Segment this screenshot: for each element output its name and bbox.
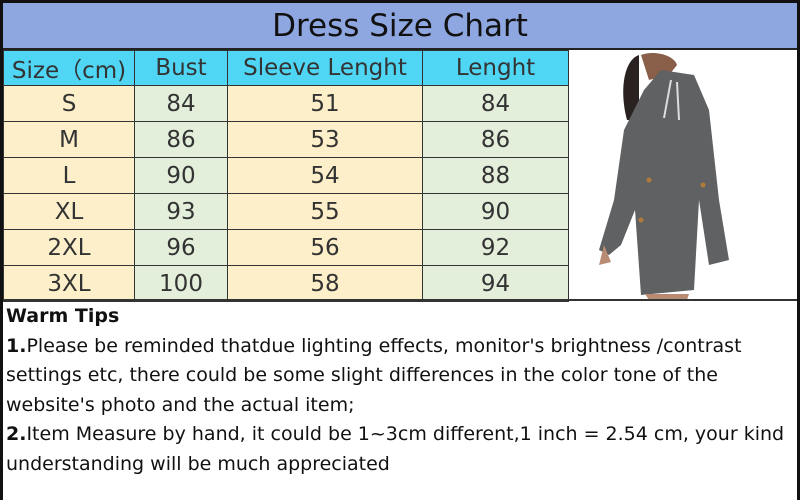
table-row: 3XL 100 58 94 (3, 265, 569, 302)
size-cell: 2XL (3, 229, 135, 266)
page-title: Dress Size Chart (3, 3, 797, 50)
sleeve-cell: 55 (227, 193, 423, 230)
bust-cell: 84 (134, 85, 228, 122)
header-size: Size（cm) (3, 50, 135, 86)
size-cell: L (3, 157, 135, 194)
divider (3, 299, 797, 301)
size-cell: S (3, 85, 135, 122)
bust-cell: 93 (134, 193, 228, 230)
table-row: M 86 53 86 (3, 121, 569, 158)
dress-photo (568, 50, 797, 300)
warm-tips: Warm Tips 1.Please be reminded thatdue l… (6, 302, 796, 479)
sleeve-cell: 53 (227, 121, 423, 158)
tip-text: Please be reminded thatdue lighting effe… (6, 334, 742, 416)
tip-2: 2.Item Measure by hand, it could be 1~3c… (6, 420, 796, 479)
length-cell: 94 (422, 265, 569, 302)
length-cell: 84 (422, 85, 569, 122)
length-cell: 92 (422, 229, 569, 266)
length-cell: 90 (422, 193, 569, 230)
sleeve-cell: 54 (227, 157, 423, 194)
table-row: S 84 51 84 (3, 85, 569, 122)
sleeve-cell: 56 (227, 229, 423, 266)
bust-cell: 86 (134, 121, 228, 158)
bust-cell: 100 (134, 265, 228, 302)
size-cell: M (3, 121, 135, 158)
bust-cell: 90 (134, 157, 228, 194)
bust-cell: 96 (134, 229, 228, 266)
header-bust: Bust (134, 50, 228, 86)
tip-number: 2. (6, 423, 27, 445)
table-row: XL 93 55 90 (3, 193, 569, 230)
size-table: Size（cm) Bust Sleeve Lenght Lenght S 84 51… (3, 50, 569, 302)
dress-image (599, 53, 729, 300)
header-sleeve: Sleeve Lenght (227, 50, 423, 86)
size-cell: 3XL (3, 265, 135, 302)
header-length: Lenght (422, 50, 569, 86)
sleeve-cell: 58 (227, 265, 423, 302)
table-row: 2XL 96 56 92 (3, 229, 569, 266)
table-row: L 90 54 88 (3, 157, 569, 194)
tip-1: 1.Please be reminded thatdue lighting ef… (6, 332, 796, 421)
tip-number: 1. (6, 334, 27, 357)
length-cell: 88 (422, 157, 569, 194)
tips-heading: Warm Tips (6, 305, 120, 327)
tip-text: Item Measure by hand, it could be 1~3cm … (6, 423, 785, 475)
length-cell: 86 (422, 121, 569, 158)
table-header-row: Size（cm) Bust Sleeve Lenght Lenght (3, 50, 569, 86)
sleeve-cell: 51 (227, 85, 423, 122)
size-cell: XL (3, 193, 135, 230)
